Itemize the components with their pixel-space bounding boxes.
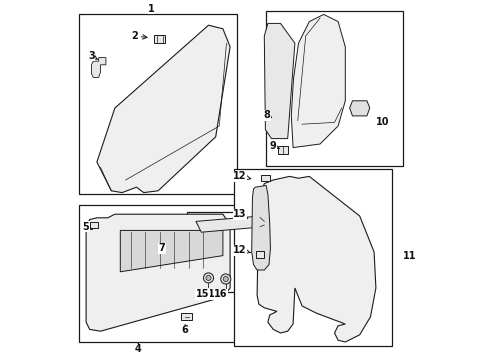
Text: 12: 12: [233, 245, 250, 255]
Text: 5: 5: [82, 222, 92, 232]
Bar: [79, 205, 237, 342]
Text: 12: 12: [233, 171, 250, 181]
Text: 16: 16: [214, 289, 227, 299]
Polygon shape: [120, 230, 223, 272]
Text: 1: 1: [147, 4, 154, 14]
Text: 9: 9: [269, 141, 279, 151]
Text: 2: 2: [131, 31, 147, 41]
Polygon shape: [291, 14, 345, 148]
Text: 8: 8: [263, 110, 271, 120]
Bar: [265, 11, 402, 166]
Text: 10: 10: [376, 117, 389, 127]
Bar: [181, 313, 192, 320]
Polygon shape: [264, 23, 294, 139]
Text: 13: 13: [233, 209, 247, 219]
Bar: [233, 169, 391, 346]
Circle shape: [220, 274, 230, 284]
Circle shape: [203, 273, 213, 283]
Bar: [261, 175, 269, 181]
Text: 11: 11: [403, 251, 416, 261]
Polygon shape: [97, 25, 230, 193]
Polygon shape: [91, 58, 106, 77]
Text: 3: 3: [88, 51, 98, 61]
Polygon shape: [196, 216, 267, 232]
Text: 14: 14: [207, 289, 221, 299]
Bar: [186, 212, 273, 292]
Polygon shape: [349, 101, 369, 116]
Bar: [154, 35, 165, 43]
Circle shape: [223, 276, 228, 282]
Circle shape: [205, 275, 211, 280]
Polygon shape: [257, 176, 375, 342]
Text: 15: 15: [195, 289, 209, 299]
Text: 4: 4: [135, 343, 142, 354]
Text: 6: 6: [182, 325, 188, 336]
Text: 7: 7: [158, 243, 165, 253]
Bar: [79, 14, 237, 194]
Polygon shape: [86, 214, 230, 331]
Bar: [255, 251, 264, 258]
Polygon shape: [251, 185, 270, 270]
Bar: [90, 222, 98, 228]
Bar: [278, 146, 287, 154]
